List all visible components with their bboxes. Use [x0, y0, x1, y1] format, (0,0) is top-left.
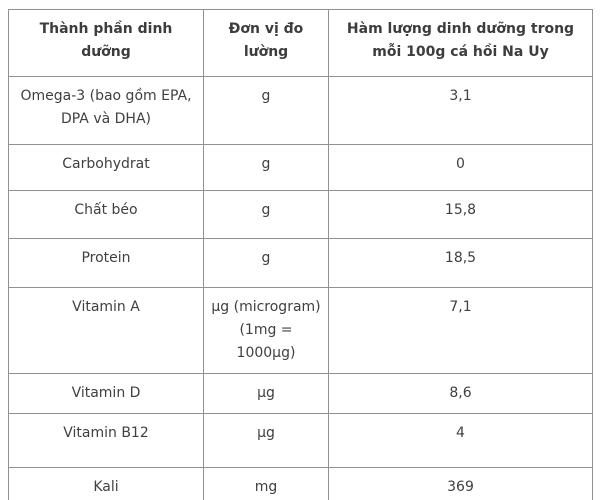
table-row-vitamin-d: Vitamin D µg 8,6 — [8, 373, 593, 414]
cell-nutrient: Chất béo — [8, 190, 204, 239]
cell-unit: g — [203, 190, 329, 239]
cell-nutrient: Protein — [8, 238, 204, 288]
header-row: Thành phần dinh dưỡng Đơn vị đo lường Hà… — [8, 9, 593, 77]
cell-nutrient: Vitamin B12 — [8, 413, 204, 468]
cell-unit: g — [203, 76, 329, 145]
col-header-amount: Hàm lượng dinh dưỡng trong mỗi 100g cá h… — [328, 9, 593, 77]
cell-amount: 3,1 — [328, 76, 593, 145]
table-row-chat-beo: Chất béo g 15,8 — [8, 190, 593, 239]
table-header: Thành phần dinh dưỡng Đơn vị đo lường Hà… — [8, 9, 593, 77]
cell-amount: 8,6 — [328, 373, 593, 414]
cell-amount: 7,1 — [328, 287, 593, 374]
cell-unit: g — [203, 144, 329, 191]
table-row-kali: Kali mg 369 — [8, 467, 593, 500]
cell-unit: g — [203, 238, 329, 288]
table-row-omega3: Omega-3 (bao gồm EPA, DPA và DHA) g 3,1 — [8, 76, 593, 145]
col-header-nutrient: Thành phần dinh dưỡng — [8, 9, 204, 77]
cell-nutrient: Carbohydrat — [8, 144, 204, 191]
cell-amount: 0 — [328, 144, 593, 191]
table-row-vitamin-a: Vitamin A µg (microgram) (1mg = 1000µg) … — [8, 287, 593, 374]
table-row-vitamin-b12: Vitamin B12 µg 4 — [8, 413, 593, 468]
cell-nutrient: Omega-3 (bao gồm EPA, DPA và DHA) — [8, 76, 204, 145]
cell-amount: 369 — [328, 467, 593, 500]
cell-unit: µg — [203, 413, 329, 468]
cell-unit: mg — [203, 467, 329, 500]
col-header-unit: Đơn vị đo lường — [203, 9, 329, 77]
table-row-protein: Protein g 18,5 — [8, 238, 593, 288]
table-body: Omega-3 (bao gồm EPA, DPA và DHA) g 3,1 … — [8, 76, 593, 500]
cell-amount: 4 — [328, 413, 593, 468]
cell-unit: µg (microgram) (1mg = 1000µg) — [203, 287, 329, 374]
cell-nutrient: Vitamin D — [8, 373, 204, 414]
cell-amount: 15,8 — [328, 190, 593, 239]
cell-nutrient: Kali — [8, 467, 204, 500]
nutrition-table: Thành phần dinh dưỡng Đơn vị đo lường Hà… — [8, 9, 593, 500]
cell-nutrient: Vitamin A — [8, 287, 204, 374]
table-row-carbohydrat: Carbohydrat g 0 — [8, 144, 593, 191]
cell-amount: 18,5 — [328, 238, 593, 288]
cell-unit: µg — [203, 373, 329, 414]
